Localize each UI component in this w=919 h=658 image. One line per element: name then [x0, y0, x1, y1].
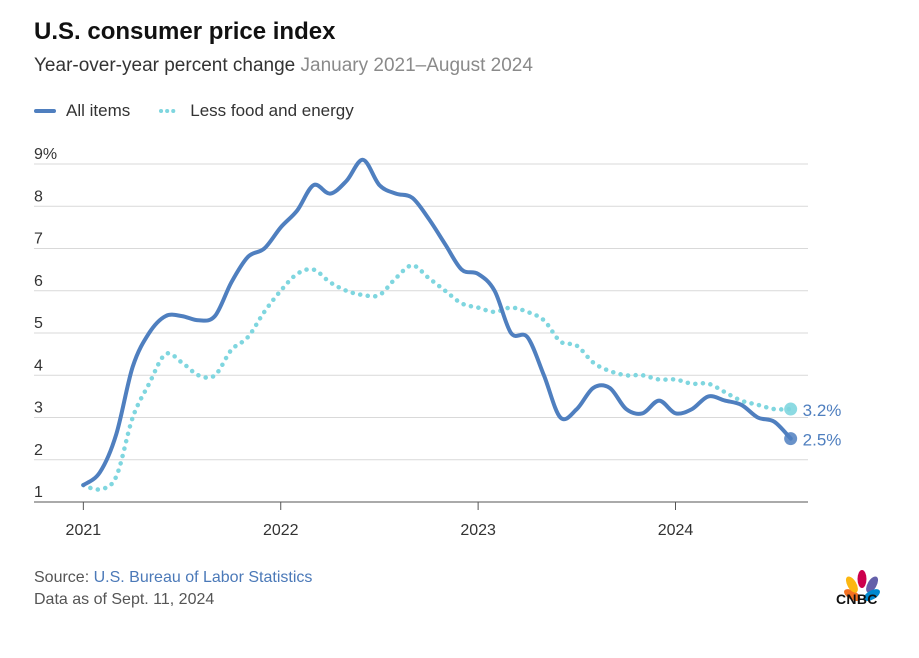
y-tick-label: 5	[34, 315, 43, 332]
chart-footer: Source: U.S. Bureau of Labor Statistics …	[34, 567, 312, 611]
x-tick-label: 2024	[658, 522, 694, 539]
data-as-of: Data as of Sept. 11, 2024	[34, 591, 215, 608]
subtitle-text: Year-over-year percent change	[34, 55, 296, 76]
y-tick-label: 1	[34, 484, 43, 501]
y-tick-label: 8	[34, 188, 43, 205]
end-label-less-food-and-energy: 3.2%	[803, 401, 842, 420]
legend-swatch-dotted-line	[159, 109, 181, 113]
x-tick-label: 2021	[66, 522, 102, 539]
x-tick-label: 2022	[263, 522, 299, 539]
legend-label-all-items: All items	[66, 101, 131, 120]
source-link[interactable]: U.S. Bureau of Labor Statistics	[93, 569, 313, 586]
chart-subtitle: Year-over-year percent change January 20…	[34, 55, 533, 77]
end-label-all-items: 2.5%	[803, 431, 842, 450]
series-line-all-items	[81, 157, 793, 488]
chart-legend: All items Less food and energy	[34, 101, 382, 121]
y-tick-label: 6	[34, 273, 43, 290]
legend-item-all-items: All items	[34, 101, 130, 121]
end-point-all-items	[784, 432, 798, 446]
x-tick-label: 2023	[460, 522, 496, 539]
source-line: Source: U.S. Bureau of Labor Statistics	[34, 567, 312, 589]
legend-label-core: Less food and energy	[190, 101, 354, 120]
end-point-less-food-and-energy	[784, 402, 798, 416]
source-prefix: Source:	[34, 569, 94, 586]
date-range: January 2021–August 2024	[300, 55, 533, 76]
legend-item-core: Less food and energy	[158, 101, 354, 121]
line-chart: 9% 8 7 6 5 4 3 2 1 2021 2022 2023 2024 2.5% 3.2%	[34, 146, 842, 539]
y-tick-label: 7	[34, 231, 43, 248]
y-tick-label: 2	[34, 442, 43, 459]
y-tick-label: 4	[34, 357, 43, 374]
cnbc-peacock-logo	[844, 570, 880, 601]
y-tick-label: 3	[34, 400, 43, 417]
legend-swatch-solid-line	[34, 109, 56, 113]
cnbc-logo-text: CNBC	[836, 591, 878, 607]
series-line-less-food-and-energy	[81, 263, 793, 492]
chart-title: U.S. consumer price index	[34, 18, 336, 45]
y-tick-label: 9%	[34, 146, 57, 163]
